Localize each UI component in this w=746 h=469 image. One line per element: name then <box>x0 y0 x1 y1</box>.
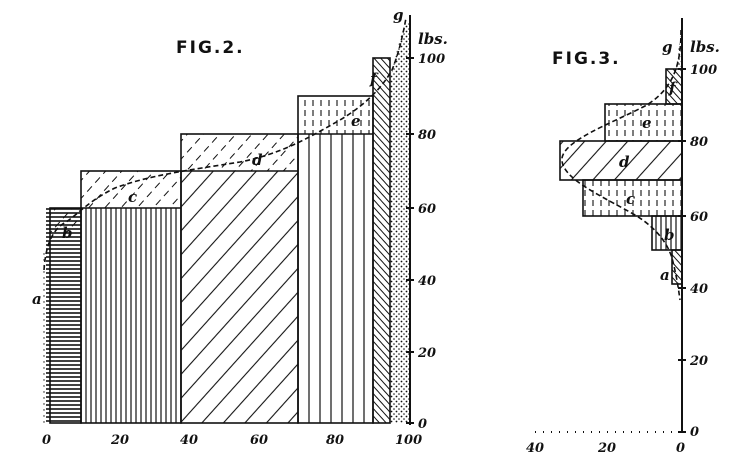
fig2-label-e: e <box>351 112 361 130</box>
fig2-y-tick-0: 0 <box>418 417 427 432</box>
fig3-label-e: e <box>642 114 652 132</box>
fig2-x-tick-0: 0 <box>42 433 51 448</box>
fig3-label-b: b <box>664 226 675 244</box>
fig3-x-tick-0: 0 <box>676 441 685 456</box>
fig2-label-f: f <box>369 70 379 88</box>
fig3-region-e <box>605 104 682 141</box>
fig3-y-tick-80: 80 <box>690 135 708 150</box>
fig2-y-tick-80: 80 <box>418 128 436 143</box>
fig3-unit-label: lbs. <box>690 38 720 56</box>
fig2-label-a: a <box>32 290 42 308</box>
fig2-region-a <box>46 208 81 423</box>
fig2-unit-label: lbs. <box>418 30 448 48</box>
fig2-x-tick-100: 100 <box>395 433 422 448</box>
fig3-region-f <box>666 69 682 104</box>
fig3-label-a: a <box>660 266 670 284</box>
fig2-region-d <box>181 134 298 171</box>
fig2-region-e <box>298 96 373 134</box>
fig3-region-c <box>583 180 682 216</box>
fig2-y-tick-100: 100 <box>418 52 445 67</box>
fig2-diagram: FIG.2. <box>32 6 448 448</box>
fig2-region-c <box>81 171 181 208</box>
fig2-region-e-body <box>298 134 373 423</box>
fig3-label-f: f <box>668 79 678 97</box>
fig2-region-f-body <box>373 96 390 423</box>
fig3-y-tick-40: 40 <box>690 282 708 297</box>
fig2-region-c-body <box>81 208 181 423</box>
fig3-x-tick-40: 40 <box>526 441 544 456</box>
fig2-x-tick-20: 20 <box>110 433 129 448</box>
fig2-x-tick-60: 60 <box>250 433 268 448</box>
fig2-label-b: b <box>62 224 73 242</box>
fig2-region-f <box>373 58 390 96</box>
fig2-region-d-body <box>181 171 298 423</box>
fig2-x-tick-40: 40 <box>180 433 198 448</box>
fig3-label-d: d <box>619 153 630 171</box>
fig2-y-tick-60: 60 <box>418 202 436 217</box>
fig3-diagram: FIG.3. 0 20 4 <box>526 18 720 456</box>
fig3-x-tick-20: 20 <box>597 441 616 456</box>
fig3-title: FIG.3. <box>552 49 621 69</box>
fig2-region-a-sliver <box>43 250 47 423</box>
fig2-label-d: d <box>252 151 263 169</box>
fig2-y-tick-20: 20 <box>417 346 436 361</box>
fig3-label-c: c <box>626 190 635 208</box>
fig2-y-tick-40: 40 <box>418 274 436 289</box>
fig3-label-g: g <box>662 38 673 56</box>
fig2-label-c: c <box>128 188 137 206</box>
fig2-region-b <box>50 208 81 238</box>
fig2-label-g: g <box>393 6 404 24</box>
fig2-y-ticks <box>406 57 414 424</box>
fig2-x-tick-80: 80 <box>326 433 344 448</box>
fig3-y-tick-60: 60 <box>690 210 708 225</box>
fig2-region-g <box>390 18 410 423</box>
fig3-y-tick-100: 100 <box>690 63 717 78</box>
fig3-region-d <box>560 141 682 180</box>
fig2-curve <box>43 17 407 271</box>
fig3-region-a <box>672 250 682 284</box>
fig3-curve <box>561 29 682 301</box>
fig2-title: FIG.2. <box>176 38 245 58</box>
fig3-y-tick-20: 20 <box>689 354 708 369</box>
fig3-y-tick-0: 0 <box>690 425 699 440</box>
